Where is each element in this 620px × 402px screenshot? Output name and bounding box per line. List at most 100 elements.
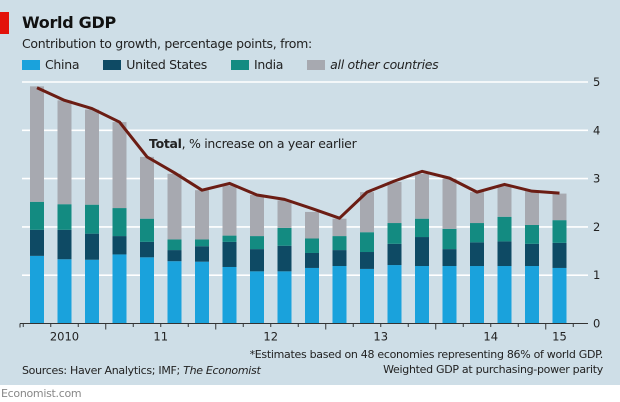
total-line [36, 86, 560, 220]
bar-china [497, 266, 512, 324]
bar-united-states [195, 246, 209, 262]
bar-india [552, 220, 567, 243]
y-tick-label: 5 [593, 75, 600, 89]
bar-all-other-countries [30, 86, 44, 202]
chart-subtitle: Contribution to growth, percentage point… [22, 36, 312, 51]
bar-china [57, 259, 72, 324]
total-label-rest: , % increase on a year earlier [182, 136, 358, 151]
bar-all-other-countries [305, 211, 319, 239]
bar-united-states [552, 242, 567, 268]
brand-red-tab [0, 12, 9, 34]
sources-text: Sources: Haver Analytics; IMF; [22, 364, 184, 377]
bar-india [415, 218, 429, 238]
bar-all-other-countries [140, 156, 154, 219]
bar-china [222, 266, 237, 324]
bar-united-states [387, 243, 402, 266]
bar-united-states [497, 241, 512, 267]
footnote-line-1: *Estimates based on 48 economies represe… [249, 348, 604, 361]
bar-india [112, 208, 127, 237]
legend-label: China [45, 57, 80, 72]
sources-italic: The Economist [183, 364, 261, 377]
legend-item-india: India [230, 57, 283, 72]
bar-india [442, 228, 457, 250]
bar-all-other-countries [497, 185, 512, 217]
bar-china [552, 267, 567, 324]
bar-united-states [360, 252, 374, 269]
bar-united-states [470, 242, 484, 267]
chart-title: World GDP [22, 13, 116, 32]
bar-india [222, 235, 237, 242]
bar-india [332, 236, 347, 251]
bar-united-states [222, 241, 237, 267]
bar-all-other-countries [112, 122, 127, 209]
bar-all-other-countries [277, 200, 292, 228]
bar-all-other-countries [167, 173, 182, 240]
bar-all-other-countries [85, 109, 99, 205]
bar-india [497, 216, 512, 242]
bar-india [387, 223, 402, 244]
bar-united-states [525, 243, 539, 267]
bar-china [277, 271, 292, 324]
bar-india [167, 239, 182, 251]
brand-footer: Economist.com [1, 387, 82, 400]
total-line-label: Total, % increase on a year earlier [149, 136, 358, 151]
bar-china [470, 266, 484, 324]
bar-india [195, 239, 209, 247]
legend: China United States India all other coun… [22, 57, 462, 72]
legend-swatch [22, 59, 40, 70]
bar-all-other-countries [442, 178, 457, 229]
legend-swatch [103, 59, 122, 70]
bar-china [525, 266, 539, 324]
bar-india [525, 224, 539, 244]
x-tick-label: 2010 [50, 330, 79, 344]
y-tick-label: 3 [593, 172, 600, 186]
bar-all-other-countries [222, 185, 237, 236]
total-label-bold: Total [149, 136, 182, 151]
bar-china [415, 266, 429, 324]
bar-china [387, 265, 402, 324]
bar-united-states [277, 245, 292, 272]
bar-china [85, 259, 99, 324]
bar-china [305, 267, 319, 324]
legend-item-other: all other countries [307, 57, 439, 72]
x-tick-label: 15 [552, 330, 567, 344]
bar-united-states [305, 252, 319, 268]
bar-united-states [112, 236, 127, 255]
y-tick-label: 1 [593, 268, 600, 282]
bar-all-other-countries [57, 100, 72, 205]
x-tick-label: 13 [373, 330, 388, 344]
bar-china [360, 268, 374, 324]
bar-china [195, 261, 209, 324]
legend-label: United States [126, 57, 207, 72]
bar-united-states [57, 229, 72, 260]
bar-all-other-countries [250, 195, 264, 237]
bar-united-states [167, 250, 182, 262]
bar-china [442, 266, 457, 324]
bar-china [112, 254, 127, 324]
bar-india [140, 218, 154, 242]
bar-india [360, 232, 374, 253]
bar-all-other-countries [195, 190, 209, 240]
bar-all-other-countries [387, 181, 402, 224]
bar-india [250, 236, 264, 250]
x-tick-label: 12 [263, 330, 278, 344]
bar-india [305, 238, 319, 253]
bar-india [85, 204, 99, 234]
legend-item-china: China [22, 57, 80, 72]
bar-all-other-countries [552, 193, 567, 221]
bar-united-states [442, 249, 457, 267]
bar-all-other-countries [525, 190, 539, 225]
y-tick-label: 2 [593, 220, 600, 234]
x-tick-label: 14 [483, 330, 498, 344]
bar-china [332, 266, 347, 324]
bar-china [30, 255, 44, 324]
bar-all-other-countries [415, 173, 429, 219]
legend-swatch [230, 59, 249, 70]
bar-china [167, 261, 182, 324]
bar-united-states [85, 233, 99, 260]
footnote: *Estimates based on 48 economies represe… [249, 347, 604, 377]
bar-india [470, 223, 484, 243]
bar-china [250, 271, 264, 324]
legend-label: all other countries [330, 57, 439, 72]
